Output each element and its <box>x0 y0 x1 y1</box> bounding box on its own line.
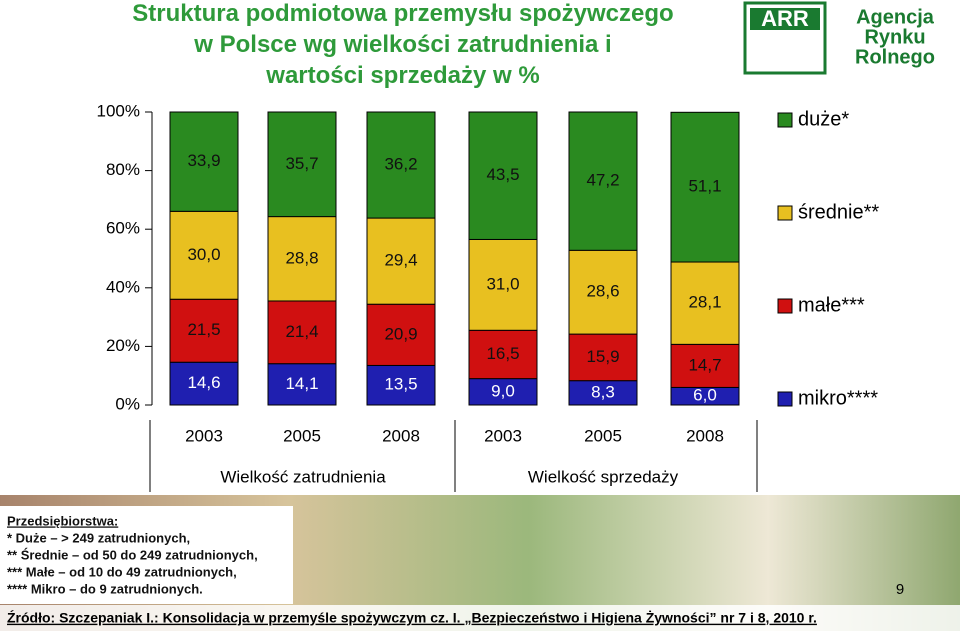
legend-swatch <box>777 112 793 128</box>
y-tick-label: 0% <box>115 394 140 413</box>
value-label: 47,2 <box>586 171 619 190</box>
bar-segment <box>568 249 638 335</box>
bar-segment <box>366 217 436 305</box>
value-label: 20,9 <box>384 324 417 343</box>
x-tick-label: 2008 <box>686 426 724 445</box>
value-label: 13,5 <box>384 375 417 394</box>
logo-name: Rolnego <box>855 46 935 68</box>
legend-label: średnie** <box>798 201 879 223</box>
group-label: Wielkość sprzedaży <box>528 467 679 486</box>
bar-segment <box>267 111 337 218</box>
source-band <box>0 605 960 631</box>
bar-segment <box>670 261 740 345</box>
bar-segment <box>670 111 740 263</box>
logo-bar <box>750 8 820 30</box>
value-label: 14,6 <box>187 373 220 392</box>
value-label: 9,0 <box>491 381 515 400</box>
note-line: ** Średnie – od 50 do 249 zatrudnionych, <box>7 547 258 562</box>
group-label: Wielkość zatrudnienia <box>220 467 386 486</box>
logo-name: Rynku <box>864 26 925 48</box>
bar-segment <box>468 111 538 240</box>
legend-swatch <box>777 298 793 314</box>
x-tick-label: 2003 <box>185 426 223 445</box>
bar-segment <box>267 216 337 302</box>
legend-label: duże* <box>798 108 849 130</box>
value-label: 31,0 <box>486 274 519 293</box>
bar-segment <box>670 343 740 388</box>
bar-segment <box>366 111 436 219</box>
logo-abbr: ARR <box>761 6 809 31</box>
x-tick-label: 2005 <box>584 426 622 445</box>
source: Źródło: Szczepaniak I.: Konsolidacja w p… <box>7 610 817 626</box>
bar-segment <box>568 111 638 251</box>
note-box <box>0 506 293 604</box>
value-label: 6,0 <box>693 386 717 405</box>
chart-title: Struktura podmiotowa przemysłu spożywcze… <box>132 0 673 89</box>
note-line: Przedsiębiorstwa: <box>7 513 118 528</box>
value-label: 8,3 <box>591 382 615 401</box>
bar-segment <box>568 333 638 382</box>
value-label: 43,5 <box>486 165 519 184</box>
value-label: 21,5 <box>187 320 220 339</box>
value-label: 35,7 <box>285 154 318 173</box>
value-label: 33,9 <box>187 151 220 170</box>
note-line: *** Małe – od 10 do 49 zatrudnionych, <box>7 564 237 579</box>
value-label: 51,1 <box>688 177 721 196</box>
bar-segment <box>267 300 337 365</box>
bar-segment <box>169 111 239 212</box>
legend-swatch <box>777 205 793 221</box>
value-label: 28,1 <box>688 293 721 312</box>
value-label: 15,9 <box>586 347 619 366</box>
page-number: 9 <box>896 581 904 598</box>
bar-segment <box>267 363 337 406</box>
value-label: 36,2 <box>384 155 417 174</box>
bar-segment <box>468 378 538 406</box>
note-line: **** Mikro – do 9 zatrudnionych. <box>7 581 203 596</box>
note-line: * Duże – > 249 zatrudnionych, <box>7 530 190 545</box>
value-label: 28,6 <box>586 282 619 301</box>
x-tick-label: 2008 <box>382 426 420 445</box>
value-label: 21,4 <box>285 322 318 341</box>
legend-label: mikro**** <box>798 387 878 409</box>
bar-segment <box>169 298 239 363</box>
y-tick-label: 60% <box>106 219 140 238</box>
value-label: 30,0 <box>187 245 220 264</box>
y-tick-label: 100% <box>97 101 140 120</box>
value-label: 29,4 <box>384 251 417 270</box>
legend-label: małe*** <box>798 294 865 316</box>
bar-segment <box>468 329 538 380</box>
value-label: 14,7 <box>688 355 721 374</box>
y-tick-label: 20% <box>106 336 140 355</box>
logo-name: Agencja <box>856 6 935 28</box>
value-label: 14,1 <box>285 374 318 393</box>
bar-segment <box>169 210 239 300</box>
x-tick-label: 2003 <box>484 426 522 445</box>
y-tick-label: 80% <box>106 160 140 179</box>
y-tick-label: 40% <box>106 277 140 296</box>
value-label: 16,5 <box>486 344 519 363</box>
bar-segment <box>468 238 538 331</box>
x-tick-label: 2005 <box>283 426 321 445</box>
legend-swatch <box>777 391 793 407</box>
bar-segment <box>568 380 638 406</box>
value-label: 28,8 <box>285 248 318 267</box>
